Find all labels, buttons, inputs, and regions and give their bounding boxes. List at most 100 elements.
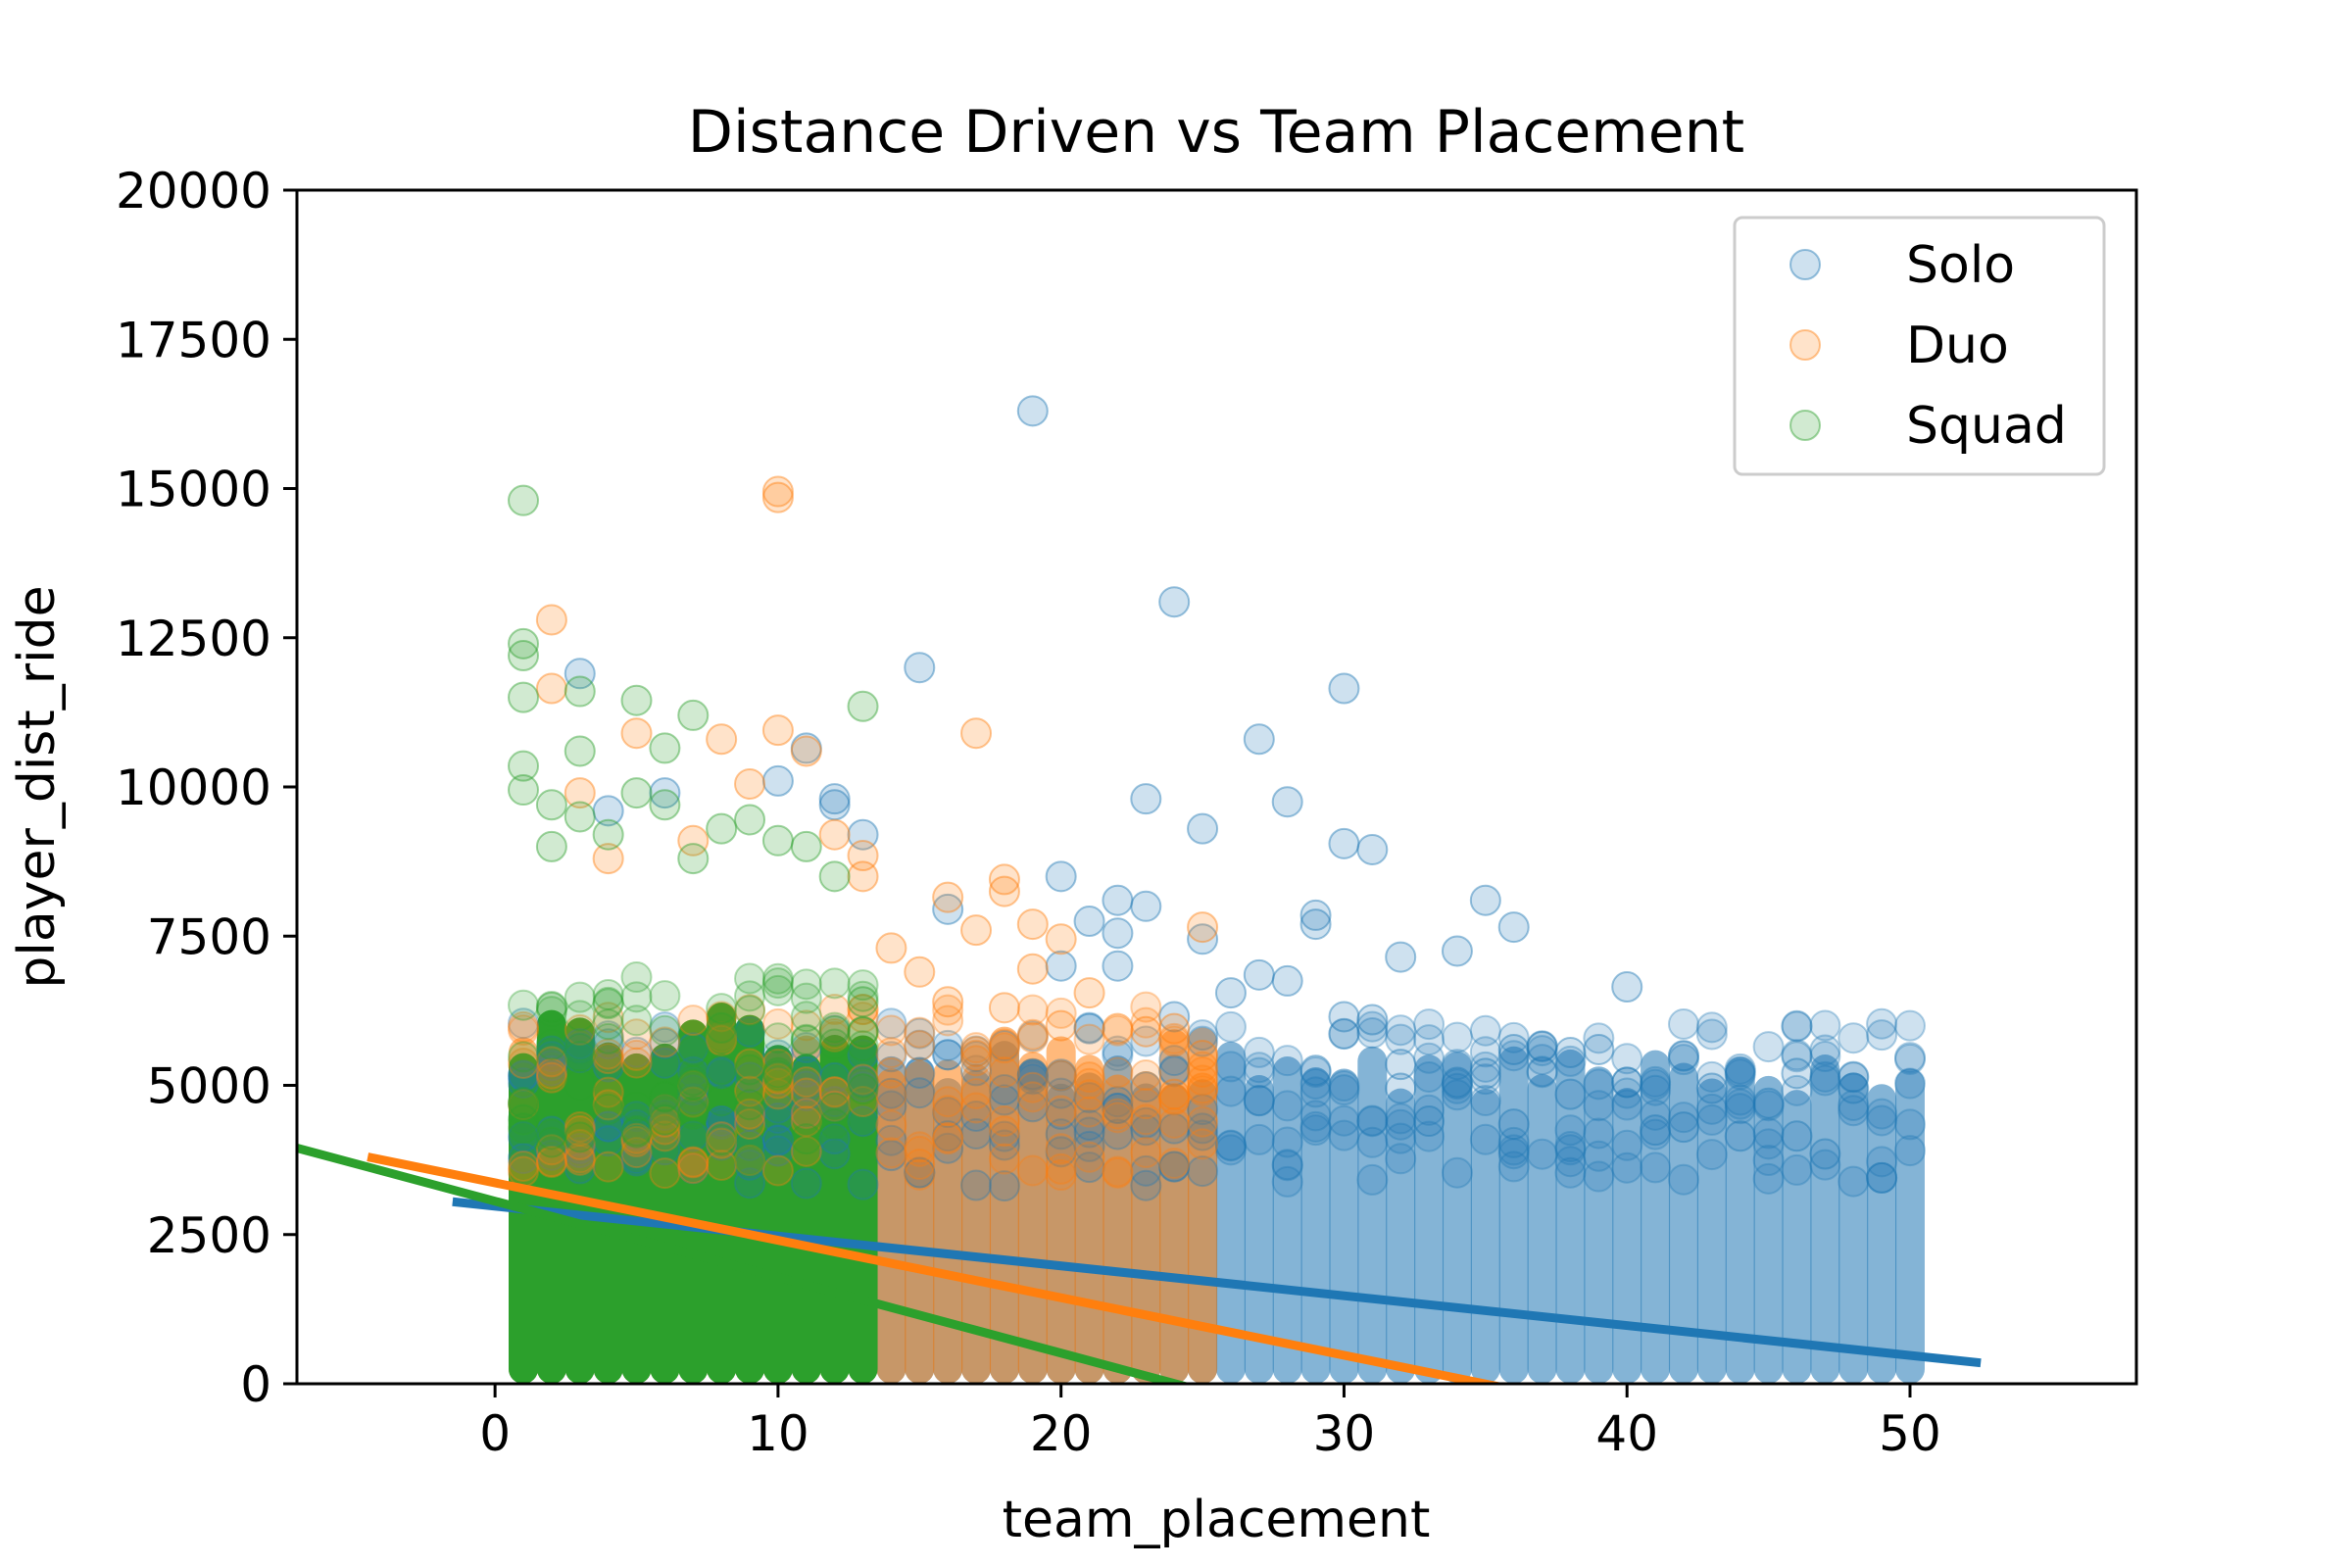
scatter-point [706, 1024, 738, 1056]
scatter-point [1724, 1055, 1756, 1088]
scatter-point [904, 1156, 936, 1189]
scatter-point [932, 1123, 964, 1155]
scatter-point [875, 1140, 907, 1172]
y-tick-label: 2500 [147, 1207, 271, 1264]
scatter-point [1102, 1056, 1134, 1089]
legend-frame [1733, 216, 2106, 476]
scatter-point [1554, 1156, 1587, 1189]
scatter-point [535, 1028, 567, 1060]
scatter-point [1781, 1009, 1813, 1042]
scatter-point [1469, 1085, 1501, 1117]
scatter-point [932, 1132, 964, 1164]
scatter-point [1413, 1060, 1446, 1093]
scatter-point [620, 684, 653, 716]
scatter-point [677, 843, 710, 875]
scatter-point [1497, 1126, 1530, 1158]
scatter-point [1102, 1155, 1134, 1188]
scatter-point [1045, 1009, 1077, 1042]
scatter-point [960, 1032, 993, 1064]
scatter-point [875, 1056, 907, 1089]
scatter-point [988, 1084, 1020, 1116]
scatter-point [1611, 1066, 1643, 1099]
scatter-point [960, 914, 993, 947]
scatter-point [620, 1115, 653, 1148]
y-tick-label: 15000 [116, 462, 271, 518]
scatter-point [706, 1124, 738, 1156]
scatter-point [1016, 1058, 1049, 1091]
scatter-point [875, 1077, 907, 1109]
scatter-point [960, 1077, 993, 1109]
scatter-point [1809, 1060, 1841, 1093]
scatter-point [706, 1121, 738, 1153]
scatter-point [1130, 1088, 1162, 1120]
scatter-point [790, 830, 822, 862]
scatter-point [706, 1054, 738, 1086]
scatter-point [1583, 1022, 1615, 1054]
dense-band-solo [1386, 1088, 1416, 1384]
scatter-point [1724, 1120, 1756, 1152]
scatter-point [875, 1079, 907, 1111]
scatter-point [1102, 884, 1134, 916]
scatter-point [1016, 1060, 1049, 1093]
scatter-point [734, 995, 766, 1027]
scatter-point [1724, 1053, 1756, 1085]
scatter-point [875, 932, 907, 964]
scatter-point [508, 484, 540, 516]
scatter-point [1866, 1019, 1898, 1052]
scatter-point [1838, 1095, 1870, 1127]
legend-marker-duo [1789, 329, 1821, 361]
series-duo [508, 475, 1219, 1192]
scatter-point [1893, 1009, 1926, 1042]
scatter-point [1413, 1042, 1446, 1074]
scatter-point [508, 1120, 540, 1152]
scatter-point [1158, 1054, 1191, 1087]
scatter-point [592, 1008, 624, 1041]
dense-band-solo [1612, 1088, 1642, 1384]
scatter-point [620, 1039, 653, 1071]
dense-band-solo [1215, 1041, 1246, 1384]
scatter-point [761, 1102, 794, 1135]
scatter-point [677, 1096, 710, 1128]
scatter-point [564, 675, 596, 708]
scatter-point [706, 1104, 738, 1137]
scatter-point [1583, 1160, 1615, 1193]
scatter-point [1016, 1154, 1049, 1187]
scatter-point [761, 1039, 794, 1071]
scatter-point [535, 604, 567, 636]
scatter-point [620, 1118, 653, 1151]
scatter-point [960, 1041, 993, 1073]
dense-band-duo [1131, 1071, 1161, 1384]
scatter-point [1299, 1068, 1332, 1101]
scatter-point [734, 1075, 766, 1107]
dense-band-solo [1668, 1062, 1698, 1384]
scatter-point [535, 1050, 567, 1082]
scatter-point [1809, 1041, 1841, 1073]
scatter-point [1214, 1075, 1247, 1107]
scatter-point [620, 1018, 653, 1051]
scatter-point [847, 1002, 879, 1034]
scatter-point [677, 1152, 710, 1185]
x-tick-label: 30 [1313, 1405, 1376, 1462]
scatter-point [1893, 1067, 1926, 1100]
scatter-point [592, 1089, 624, 1121]
dense-band-solo [1272, 1055, 1302, 1384]
scatter-point [1554, 1045, 1587, 1077]
scatter-point [1102, 1014, 1134, 1047]
scatter-point [1016, 1071, 1049, 1103]
scatter-point [535, 1057, 567, 1090]
scatter-point [761, 1154, 794, 1187]
scatter-point [649, 1094, 681, 1126]
scatter-point [677, 1152, 710, 1185]
scatter-point [818, 1020, 851, 1053]
scatter-point [1469, 1063, 1501, 1096]
dense-band-duo [1017, 1052, 1048, 1384]
scatter-point [790, 1009, 822, 1042]
dense-band-solo [1867, 1084, 1897, 1384]
scatter-point [847, 1063, 879, 1096]
scatter-point [734, 1048, 766, 1080]
scatter-point [535, 830, 567, 862]
scatter-point [1469, 1057, 1501, 1090]
scatter-point [620, 961, 653, 994]
scatter-point [818, 1014, 851, 1047]
scatter-point [1016, 953, 1049, 985]
